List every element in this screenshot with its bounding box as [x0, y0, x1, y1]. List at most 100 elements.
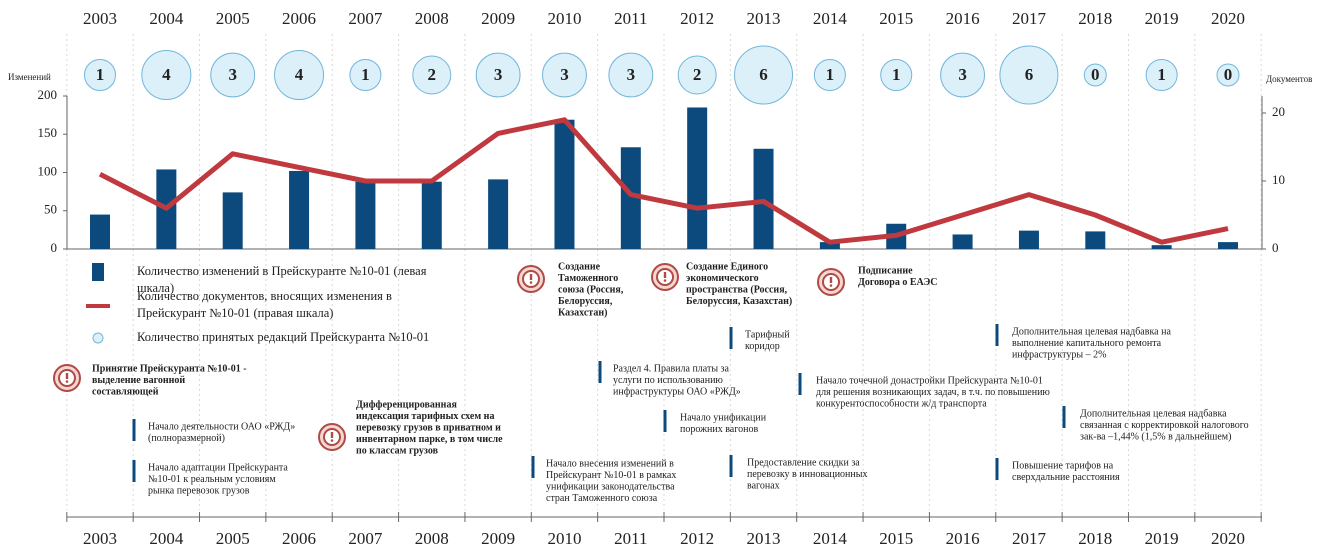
- note-text: №10-01 к реальным условиям: [148, 474, 276, 485]
- bar: [620, 147, 641, 249]
- bubble: [677, 55, 717, 95]
- year-label-bottom: 2006: [282, 529, 316, 548]
- year-label-top: 2004: [149, 9, 184, 28]
- note-text: зак-ва –1,44% (1,5% в дальнейшем): [1080, 431, 1231, 442]
- bar: [355, 181, 376, 249]
- year-label-top: 2010: [547, 9, 581, 28]
- bubble: [1145, 58, 1178, 92]
- bar: [819, 242, 840, 249]
- year-label-top: 2020: [1211, 9, 1245, 28]
- milestone-text: индексация тарифных схем на: [356, 411, 494, 422]
- year-label-top: 2008: [415, 9, 449, 28]
- icon-bang: [663, 272, 667, 278]
- icon-dot: [65, 380, 69, 383]
- milestone-icon: [651, 263, 679, 291]
- bubble-label: 6: [759, 65, 768, 84]
- milestone-text: Подписание: [858, 265, 913, 276]
- bubble: [1216, 63, 1240, 87]
- bubble-label: 3: [627, 65, 636, 84]
- note-text: унификации законодательства: [546, 481, 675, 492]
- milestone-text: выделение вагонной: [92, 375, 185, 386]
- year-label-top: 2017: [1012, 9, 1047, 28]
- milestone-text: по классам грузов: [356, 445, 439, 456]
- bubble-label: 1: [96, 65, 105, 84]
- milestone-text: Создание Единого: [686, 261, 768, 272]
- y2-tick-label: 20: [1272, 104, 1285, 119]
- year-label-top: 2006: [282, 9, 316, 28]
- bubble-label: 1: [361, 65, 370, 84]
- year-label-bottom: 2013: [747, 529, 781, 548]
- bubble-label: 3: [958, 65, 967, 84]
- note-marker: [798, 373, 802, 395]
- note-text: перевозку в инновационных: [747, 469, 867, 480]
- milestone-text: Дифференцированная: [356, 399, 457, 410]
- year-label-top: 2011: [614, 9, 647, 28]
- year-label-top: 2013: [747, 9, 781, 28]
- milestone-icon: [53, 364, 81, 392]
- milestone-text: Таможенного: [558, 273, 618, 284]
- y-tick-label: 200: [38, 87, 58, 102]
- bar: [1018, 230, 1039, 249]
- year-label-bottom: 2007: [348, 529, 383, 548]
- milestone-text: Казахстан): [558, 307, 607, 318]
- note-text: Начало деятельности ОАО «РЖД»: [148, 421, 295, 432]
- note-text: инфраструктуры ОАО «РЖД»: [613, 386, 741, 397]
- bubble: [608, 52, 654, 98]
- note-text: выполнение капитального ремонта: [1012, 338, 1162, 349]
- note-text: порожних вагонов: [680, 424, 758, 435]
- y2-tick-label: 0: [1272, 240, 1279, 255]
- note-marker: [729, 455, 733, 477]
- bubble-label: 1: [826, 65, 835, 84]
- icon-dot: [829, 284, 833, 287]
- year-label-bottom: 2009: [481, 529, 515, 548]
- legend-entry: Количество документов, вносящих изменени…: [137, 289, 392, 320]
- note-text: Начало точечной донастройки Прейскуранта…: [816, 375, 1043, 386]
- year-label-bottom: 2014: [813, 529, 848, 548]
- year-label-top: 2003: [83, 9, 117, 28]
- icon-bang: [65, 373, 69, 379]
- year-label-bottom: 2012: [680, 529, 714, 548]
- icon-bang: [829, 277, 833, 283]
- year-label-top: 2007: [348, 9, 383, 28]
- bubble: [83, 58, 117, 92]
- note-text: Тарифный: [745, 329, 790, 340]
- year-label-bottom: 2011: [614, 529, 647, 548]
- note-marker: [1062, 406, 1066, 428]
- note-text: Начало внесения изменений в: [546, 458, 674, 469]
- year-label-top: 2018: [1078, 9, 1112, 28]
- bubble: [813, 58, 846, 92]
- year-label-top: 2019: [1145, 9, 1179, 28]
- bar: [1218, 242, 1238, 249]
- year-label-bottom: 2020: [1211, 529, 1245, 548]
- milestone-icon: [517, 265, 545, 293]
- y-axis-label: Изменений: [8, 72, 51, 82]
- note-text: Дополнительная целевая надбавка: [1080, 408, 1227, 419]
- note-text: Дополнительная целевая надбавка на: [1012, 326, 1171, 337]
- icon-dot: [663, 279, 667, 282]
- bubble-label: 3: [494, 65, 503, 84]
- y-tick-label: 50: [44, 202, 57, 217]
- bubble-label: 1: [1157, 65, 1166, 84]
- bubble-label: 2: [693, 65, 702, 84]
- milestone-text: инвентарном парке, в том числе: [356, 434, 503, 445]
- bubble: [274, 49, 325, 101]
- year-label-bottom: 2003: [83, 529, 117, 548]
- milestone-text: Белоруссия,: [558, 296, 613, 307]
- bar: [1151, 245, 1172, 249]
- bubble-label: 4: [295, 65, 304, 84]
- note-text: Прейскурант №10-01 в рамках: [546, 470, 676, 481]
- year-label-top: 2015: [879, 9, 913, 28]
- bubble: [210, 52, 256, 98]
- note-marker: [729, 327, 733, 349]
- milestone-text: Белоруссия, Казахстан): [686, 296, 792, 307]
- icon-dot: [529, 281, 533, 284]
- year-label-bottom: 2015: [879, 529, 913, 548]
- bubble-label: 2: [428, 65, 437, 84]
- year-label-top: 2005: [216, 9, 250, 28]
- bar: [1085, 231, 1106, 249]
- year-label-top: 2009: [481, 9, 515, 28]
- milestone-text: перевозку грузов в приватном и: [356, 422, 501, 433]
- milestone-text: экономического: [686, 273, 759, 284]
- note-text: (полноразмерной): [148, 433, 225, 444]
